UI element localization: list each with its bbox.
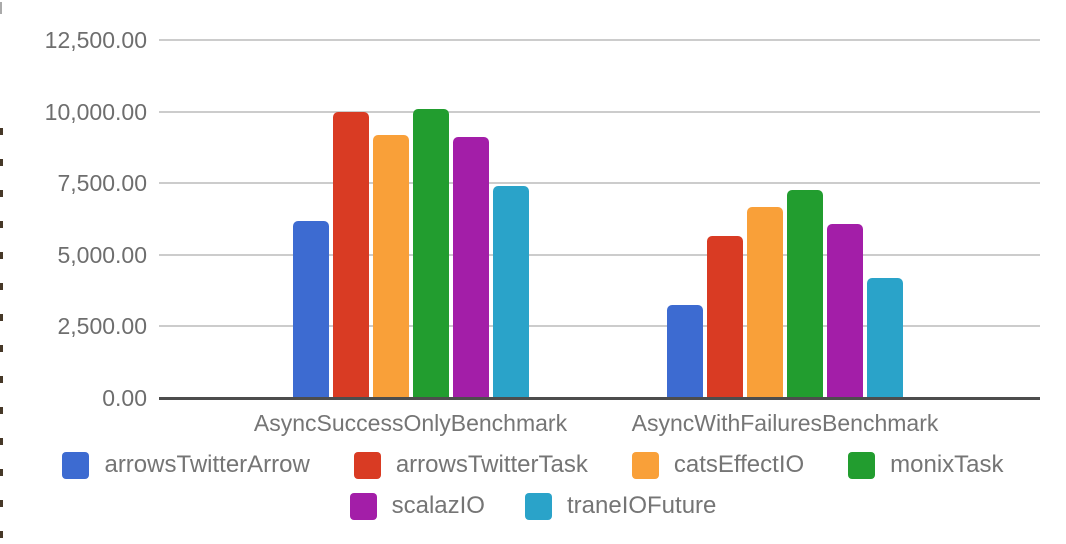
legend-label: scalazIO: [391, 492, 485, 519]
legend-row: arrowsTwitterArrow arrowsTwitterTask catsE…: [0, 448, 1066, 482]
y-axis-tick-label: 5,000.00: [57, 241, 147, 268]
bar-arrowsTwitterTask[interactable]: [333, 112, 369, 398]
legend-label: arrowsTwitterArrow: [104, 451, 310, 478]
legend-row: scalazIO traneIOFuture: [0, 489, 1066, 523]
y-gridline: [159, 39, 1040, 41]
bar-scalazIO[interactable]: [827, 224, 863, 398]
legend-item-arrowsTwitterArrow[interactable]: arrowsTwitterArrow: [62, 448, 310, 482]
x-axis-baseline: [159, 397, 1040, 400]
bar-catsEffectIO[interactable]: [373, 135, 409, 398]
bar-arrowsTwitterTask[interactable]: [707, 236, 743, 398]
y-axis-tick-label: 12,500.00: [44, 27, 147, 53]
y-axis-tick-label: 2,500.00: [57, 313, 147, 340]
legend-swatch: [62, 451, 90, 479]
bar-monixTask[interactable]: [413, 109, 449, 398]
y-axis-tick-label: 0.00: [102, 385, 147, 411]
y-gridline: [159, 325, 1040, 328]
legend-item-monixTask[interactable]: monixTask: [848, 448, 1004, 482]
legend-item-catsEffectIO[interactable]: catsEffectIO: [631, 448, 805, 482]
y-axis-tick-label: 10,000.00: [44, 98, 147, 125]
clipped-left-edge-tick: [0, 2, 2, 14]
legend-swatch: [349, 492, 377, 520]
clipped-vertical-axis-text-fragments: [0, 128, 3, 540]
legend-swatch: [848, 451, 876, 479]
y-gridline: [159, 110, 1040, 113]
bar-traneIOFuture[interactable]: [867, 278, 903, 398]
y-axis-tick-label: 7,500.00: [57, 170, 147, 197]
bar-arrowsTwitterArrow[interactable]: [667, 305, 703, 398]
x-axis-category-label: AsyncWithFailuresBenchmark: [631, 410, 939, 436]
legend-label: catsEffectIO: [673, 451, 805, 478]
bar-monixTask[interactable]: [787, 190, 823, 398]
legend-item-traneIOFuture[interactable]: traneIOFuture: [524, 489, 717, 523]
y-gridline: [159, 253, 1040, 256]
legend-item-arrowsTwitterTask[interactable]: arrowsTwitterTask: [353, 448, 588, 482]
legend-swatch: [524, 492, 552, 520]
legend-label: arrowsTwitterTask: [395, 451, 588, 478]
legend-label: traneIOFuture: [566, 492, 717, 519]
legend-swatch: [353, 451, 381, 479]
bar-scalazIO[interactable]: [453, 137, 489, 398]
legend-item-scalazIO[interactable]: scalazIO: [349, 489, 485, 523]
x-axis-category-label: AsyncSuccessOnlyBenchmark: [253, 410, 568, 436]
legend-swatch: [631, 451, 659, 479]
bar-traneIOFuture[interactable]: [493, 186, 529, 398]
legend-label: monixTask: [890, 451, 1004, 478]
y-gridline: [159, 182, 1040, 185]
bar-catsEffectIO[interactable]: [747, 207, 783, 398]
bar-arrowsTwitterArrow[interactable]: [293, 221, 329, 398]
